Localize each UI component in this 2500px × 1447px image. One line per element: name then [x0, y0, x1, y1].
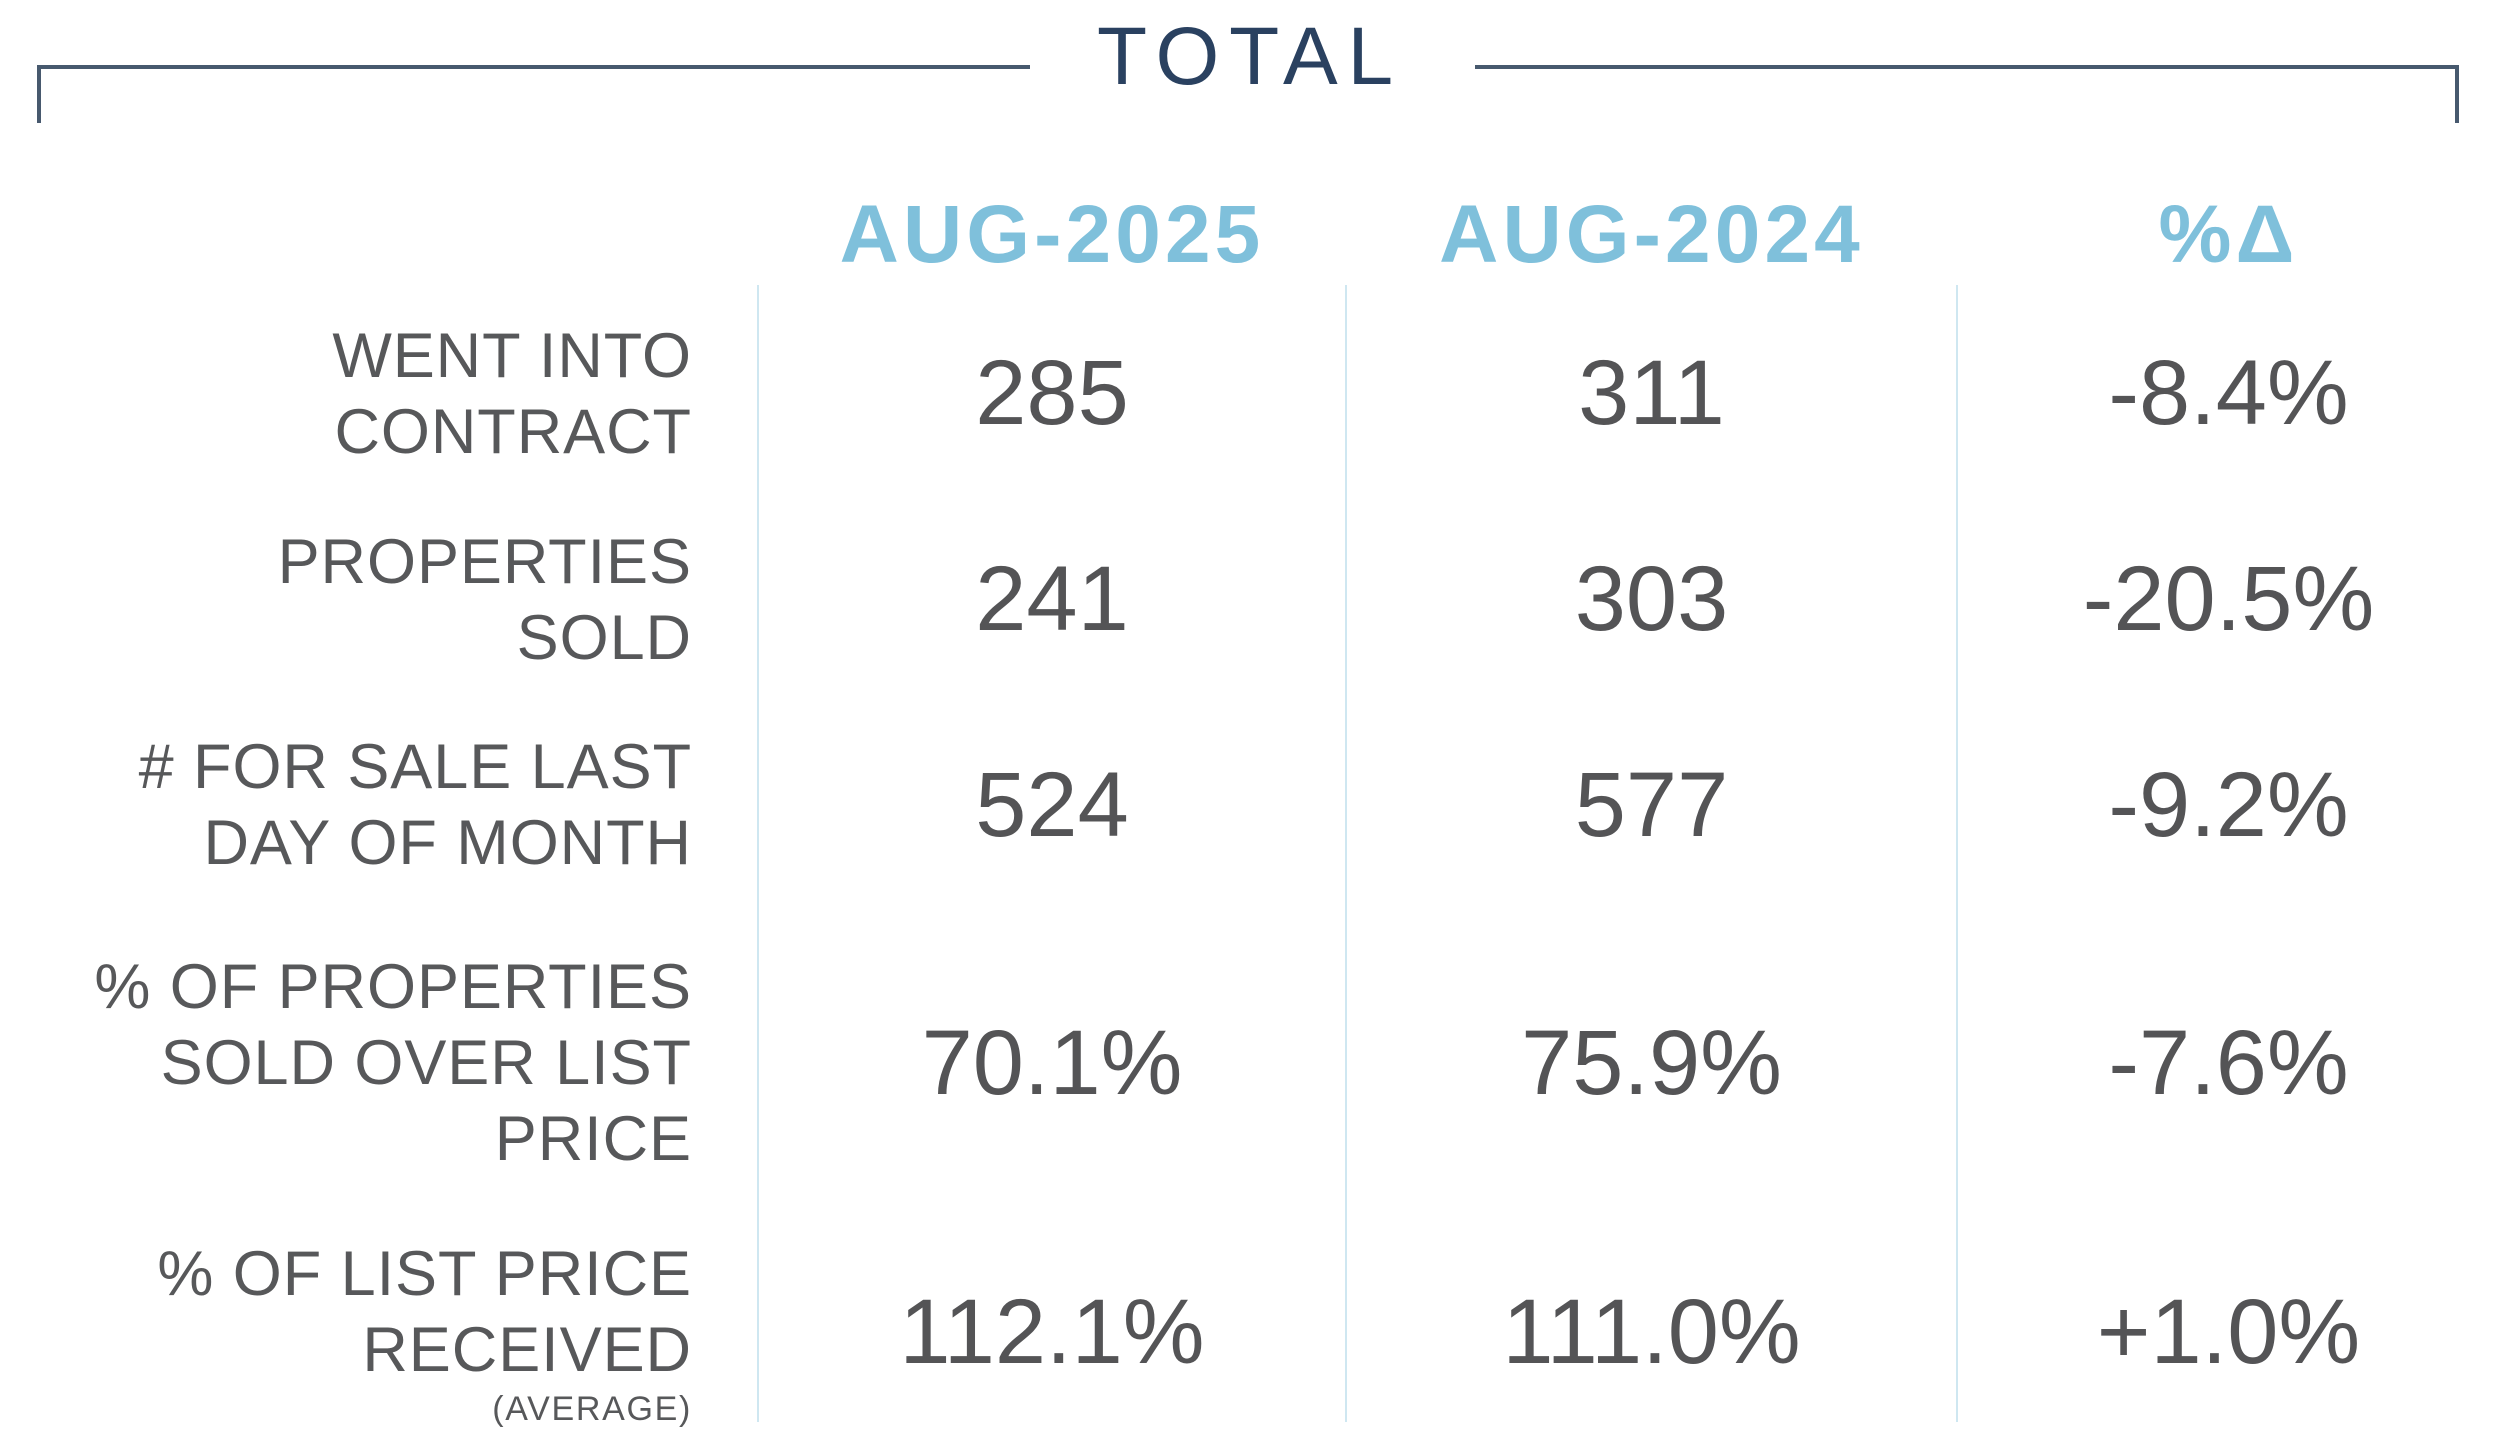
column-separator-1 — [757, 285, 759, 1422]
value-sold-over-list-price-aug-2025: 70.1% — [921, 1011, 1183, 1114]
header-spacer-cell — [0, 140, 758, 290]
value-for-sale-last-day-pct-delta: -9.2% — [2108, 753, 2349, 856]
value-list-price-received-pct-delta: +1.0% — [2096, 1281, 2361, 1383]
row-label-text: PROPERTIES SOLD — [277, 526, 692, 673]
value-went-into-contract-aug-2024: 311 — [1578, 342, 1725, 444]
value-sold-over-list-price-aug-2024: 75.9% — [1521, 1011, 1782, 1114]
value-list-price-received-aug-2025: 112.1% — [899, 1281, 1205, 1383]
title-bracket-right-line — [1475, 65, 2459, 123]
column-header-aug-2024: AUG-2024 — [1439, 189, 1864, 280]
row-label-list-price-received: % OF LIST PRICE RECEIVED (AVERAGE) — [0, 1218, 758, 1447]
stats-table: AUG-2025 AUG-2024 %Δ WENT INTO CONTRACT … — [0, 140, 2500, 1447]
value-went-into-contract-pct-delta: -8.4% — [2108, 342, 2349, 444]
value-went-into-contract-aug-2025: 285 — [975, 342, 1129, 444]
page-title: TOTAL — [1097, 11, 1403, 102]
column-separator-2 — [1345, 285, 1347, 1422]
column-separator-3 — [1956, 285, 1958, 1422]
title-bracket-left-line — [37, 65, 1030, 123]
value-properties-sold-aug-2024: 303 — [1574, 548, 1729, 650]
row-label-text: WENT INTO CONTRACT — [332, 320, 692, 467]
row-label-for-sale-last-day: # FOR SALE LAST DAY OF MONTH — [0, 702, 758, 908]
column-header-pct-delta: %Δ — [2158, 189, 2299, 280]
value-list-price-received-aug-2024: 111.0% — [1502, 1281, 1801, 1383]
row-label-properties-sold: PROPERTIES SOLD — [0, 497, 758, 702]
row-label-text: # FOR SALE LAST DAY OF MONTH — [138, 732, 692, 878]
row-label-text: % OF LIST PRICE RECEIVED — [157, 1238, 692, 1385]
row-sublabel-average: (AVERAGE) — [492, 1389, 692, 1428]
row-label-went-into-contract: WENT INTO CONTRACT — [0, 290, 758, 497]
value-properties-sold-pct-delta: -20.5% — [2082, 548, 2375, 650]
value-sold-over-list-price-pct-delta: -7.6% — [2108, 1011, 2349, 1114]
value-properties-sold-aug-2025: 241 — [975, 548, 1129, 650]
row-label-text: % OF PROPERTIES SOLD OVER LIST PRICE — [94, 952, 692, 1174]
value-for-sale-last-day-aug-2025: 524 — [975, 753, 1129, 856]
value-for-sale-last-day-aug-2024: 577 — [1574, 753, 1729, 856]
column-header-aug-2025: AUG-2025 — [839, 189, 1265, 280]
row-label-sold-over-list-price: % OF PROPERTIES SOLD OVER LIST PRICE — [0, 908, 758, 1218]
